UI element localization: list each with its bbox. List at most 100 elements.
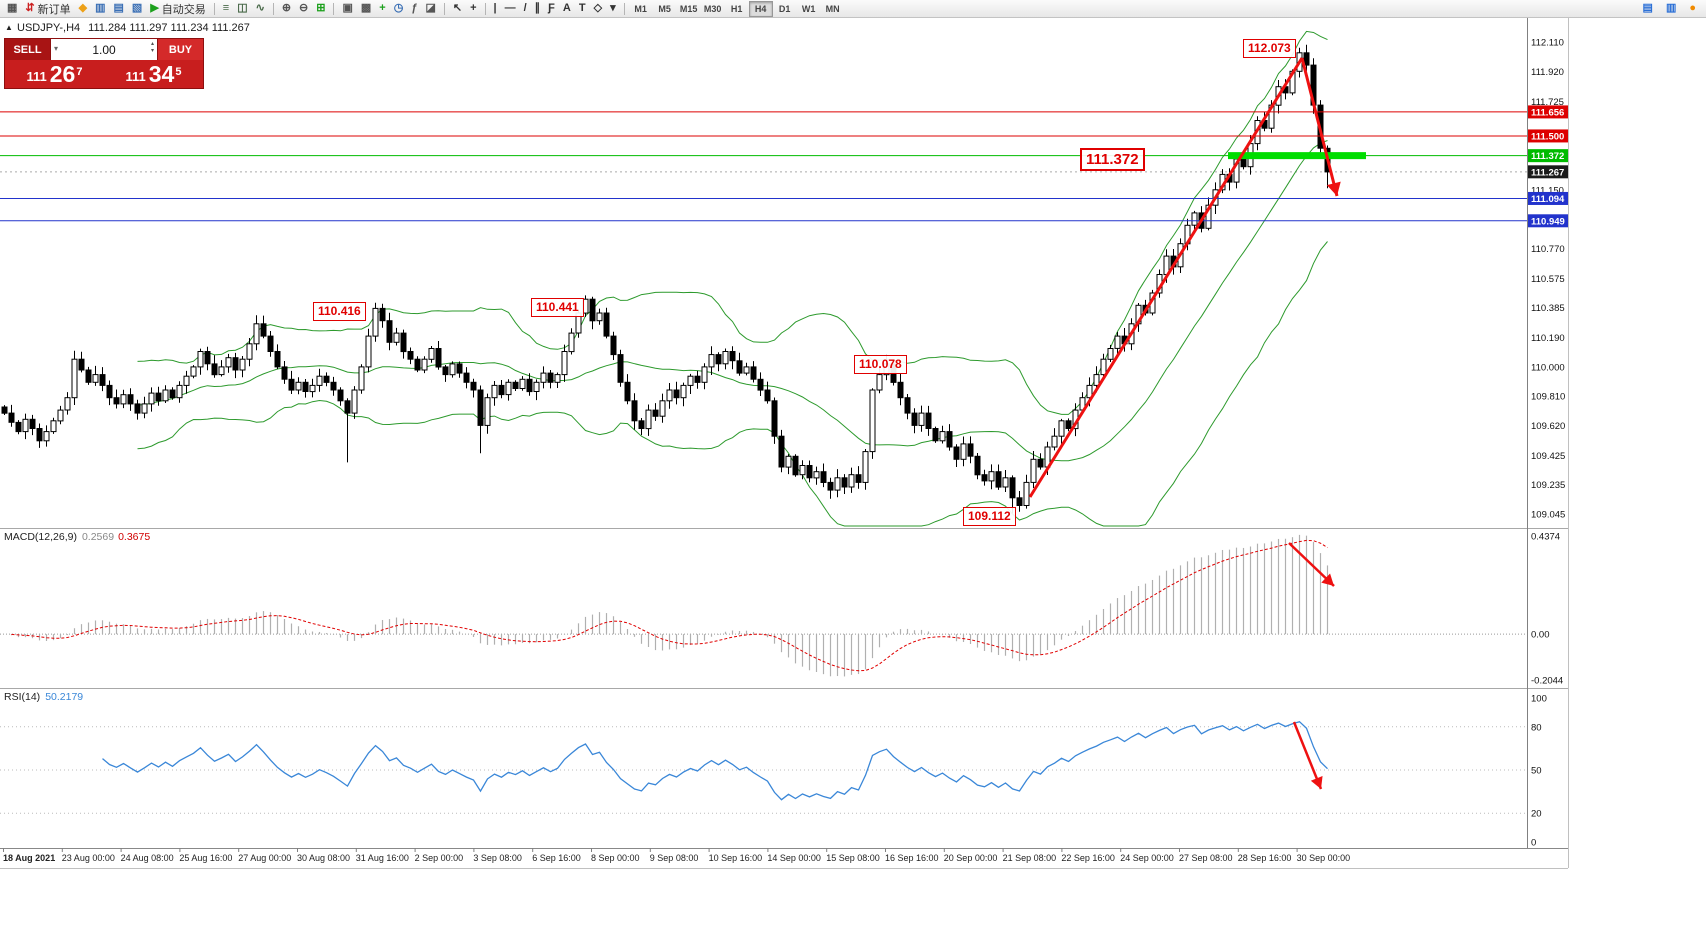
candlestick-chart-button[interactable]: ◫ [233, 1, 251, 17]
trendline-tool-button[interactable]: / [520, 1, 531, 17]
indicators-list-button[interactable]: ƒ [407, 1, 421, 17]
zoom-out-button[interactable]: ⊖ [295, 1, 312, 17]
sell-button[interactable]: SELL [5, 39, 51, 60]
svg-text:110.949: 110.949 [1531, 216, 1565, 227]
svg-text:25 Aug 16:00: 25 Aug 16:00 [179, 853, 232, 863]
rsi-label: RSI(14) 50.2179 [4, 691, 83, 703]
shapes-dropdown-icon: ▾ [610, 2, 616, 14]
svg-text:110.190: 110.190 [1531, 333, 1565, 344]
price-tag [1528, 105, 1568, 119]
price-annotation[interactable]: 112.073 [1243, 39, 1296, 58]
tile-windows-button[interactable]: ▣ [338, 1, 356, 17]
fibonacci-tool-button[interactable]: Ƒ [544, 1, 559, 17]
data-window-icon: ▤ [113, 2, 124, 14]
bollinger-band [137, 30, 1328, 415]
grid-button[interactable]: ⊞ [312, 1, 329, 17]
volume-dropdown-icon[interactable]: ▾ [54, 44, 59, 53]
macd-value-main: 0.2569 [81, 531, 115, 543]
tf-h1-button[interactable]: H1 [725, 1, 749, 17]
tf-h4-button[interactable]: H4 [748, 0, 773, 17]
cascade-windows-button[interactable]: ▩ [357, 1, 375, 17]
stepper-down-icon[interactable]: ▾ [150, 48, 154, 55]
tf-m1-button[interactable]: M1 [629, 1, 653, 17]
zoom-out-icon: ⊖ [299, 2, 309, 14]
auto-trading-label: 自动交易 [161, 3, 206, 16]
blue-doc-2-button[interactable]: ▥ [1662, 1, 1680, 17]
volume-stepper[interactable]: ▴ ▾ [151, 41, 154, 55]
text-label-tool-button[interactable]: T [575, 1, 590, 17]
new-order-label: 新订单 [37, 3, 71, 16]
ohlc-collapse-icon[interactable]: ▲ [5, 23, 13, 32]
svg-text:111.725: 111.725 [1531, 97, 1564, 108]
stepper-up-icon[interactable]: ▴ [150, 41, 154, 47]
bar-chart-button[interactable]: ≡ [219, 1, 233, 17]
horizontal-line-tool-icon: — [504, 2, 516, 14]
new-chart-plus-button[interactable]: + [375, 1, 389, 17]
price-annotation[interactable]: 110.416 [313, 302, 366, 321]
svg-text:111.094: 111.094 [1531, 194, 1565, 205]
price-annotation[interactable]: 110.078 [854, 355, 907, 374]
arrows-tool-button[interactable]: ◇ [590, 1, 606, 17]
auto-trading-button[interactable]: ▶ 自动交易 [146, 1, 209, 17]
buy-price-pips: 34 [148, 61, 175, 87]
equidistant-channel-tool-button[interactable]: ∥ [531, 1, 545, 17]
price-tag [1528, 214, 1568, 228]
svg-text:-0.2044: -0.2044 [1531, 676, 1563, 687]
zoom-in-button[interactable]: ⊕ [278, 1, 295, 17]
ohlc-values: 111.284 111.297 111.234 111.267 [88, 22, 250, 34]
text-tool-button[interactable]: A [559, 1, 575, 17]
shapes-dropdown-button[interactable]: ▾ [606, 1, 620, 17]
tf-m5-button[interactable]: M5 [653, 1, 677, 17]
svg-text:23 Aug 00:00: 23 Aug 00:00 [62, 853, 115, 863]
crosshair-button[interactable]: + [466, 1, 480, 17]
cursor-button[interactable]: ↖ [449, 1, 466, 17]
market-watch-icon: ▥ [95, 2, 106, 14]
horizontal-line-tool-button[interactable]: — [501, 1, 520, 17]
notification-badge-button[interactable]: ● [1685, 1, 1700, 17]
svg-text:16 Sep 16:00: 16 Sep 16:00 [885, 853, 939, 863]
data-window-button[interactable]: ▤ [110, 1, 128, 17]
navigator-button[interactable]: ▧ [128, 1, 146, 17]
blue-doc-1-button[interactable]: ▤ [1639, 1, 1657, 17]
svg-text:110.575: 110.575 [1531, 274, 1565, 285]
tf-d1-button[interactable]: D1 [773, 1, 797, 17]
price-annotation[interactable]: 111.372 [1080, 148, 1145, 171]
toolbar-group-pointer: ↖ + [449, 0, 481, 17]
svg-text:14 Sep 00:00: 14 Sep 00:00 [767, 853, 821, 863]
tf-mn-button[interactable]: MN [821, 1, 845, 17]
new-order-button[interactable]: ⇵ 新订单 [21, 1, 74, 17]
new-order-icon: ⇵ [25, 2, 35, 14]
svg-text:109.235: 109.235 [1531, 480, 1565, 491]
sell-price[interactable]: 111 26 7 [5, 60, 104, 88]
svg-text:109.045: 109.045 [1531, 510, 1565, 521]
macd-name: MACD(12,26,9) [4, 531, 77, 543]
volume-input[interactable]: ▾ 1.00 ▴ ▾ [51, 39, 157, 60]
tf-m30-button[interactable]: M30 [701, 1, 725, 17]
bollinger-band [137, 140, 1328, 462]
buy-price[interactable]: 111 34 5 [104, 60, 203, 88]
svg-text:21 Sep 08:00: 21 Sep 08:00 [1003, 853, 1057, 863]
buy-button[interactable]: BUY [157, 39, 203, 60]
new-chart-button[interactable]: ▦ [3, 1, 21, 17]
price-annotation[interactable]: 110.441 [531, 298, 584, 317]
tf-m1-label: M1 [634, 3, 647, 14]
candles [1, 44, 1331, 514]
tf-m15-button[interactable]: M15 [677, 1, 701, 17]
metaquotes-community-button[interactable]: ◆ [75, 1, 91, 17]
tf-w1-button[interactable]: W1 [797, 1, 821, 17]
market-watch-button[interactable]: ▥ [91, 1, 109, 17]
line-chart-icon: ∿ [255, 2, 265, 14]
cascade-windows-icon: ▩ [360, 2, 372, 14]
line-chart-button[interactable]: ∿ [252, 1, 269, 17]
indicators-list-icon: ƒ [411, 2, 418, 14]
svg-text:31 Aug 16:00: 31 Aug 16:00 [356, 853, 409, 863]
toolbar-separator [333, 2, 335, 15]
svg-text:80: 80 [1531, 722, 1542, 733]
svg-text:110.000: 110.000 [1531, 362, 1565, 373]
vertical-line-tool-button[interactable]: | [490, 1, 501, 17]
templates-button[interactable]: ◪ [421, 1, 439, 17]
vertical-line-tool-icon: | [493, 2, 497, 14]
price-annotation[interactable]: 109.112 [963, 507, 1016, 526]
period-settings-button[interactable]: ◷ [390, 1, 408, 17]
